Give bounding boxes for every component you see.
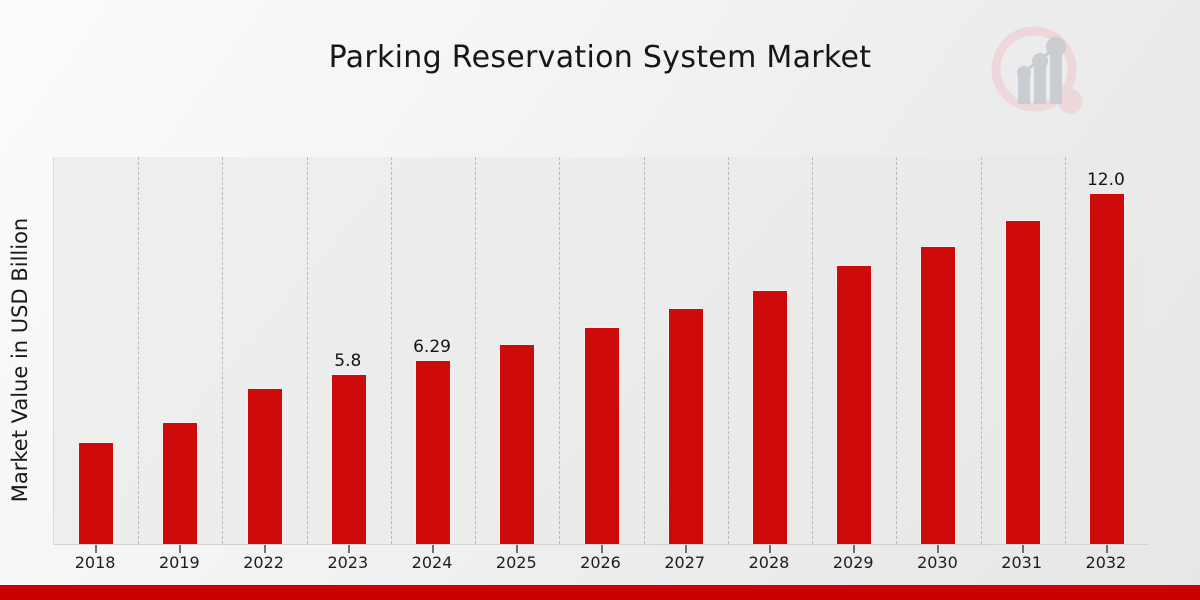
bar-2032 [1088, 192, 1125, 544]
gridline [643, 157, 645, 544]
gridline [390, 157, 392, 544]
x-axis-label-2030: 2030 [917, 553, 958, 572]
bar-2024 [415, 359, 452, 544]
bar-2031 [1004, 220, 1041, 544]
x-tick-mark-2027 [684, 545, 687, 553]
page-title: Parking Reservation System Market [328, 40, 872, 75]
x-tick-mark-2032 [1105, 545, 1108, 553]
gridline [812, 157, 814, 544]
x-tick-mark-2025 [516, 545, 519, 553]
bar-2029 [836, 264, 873, 544]
bar-2023 [330, 374, 367, 544]
gridline [727, 157, 729, 544]
x-axis-label-2019: 2019 [158, 553, 200, 572]
bar-2027 [667, 308, 704, 544]
x-axis-label-2022: 2022 [243, 553, 284, 572]
x-axis-label-2032: 2032 [1085, 553, 1127, 572]
bar-2022 [246, 387, 283, 544]
bar-2025 [499, 344, 536, 544]
gridline [475, 157, 477, 544]
x-tick-mark-2019 [179, 545, 182, 553]
x-axis-label-2018: 2018 [74, 553, 116, 572]
bar-2018 [78, 441, 115, 544]
x-tick-mark-2029 [853, 545, 856, 553]
market-research-magnifier-logo [982, 22, 1090, 122]
x-axis-label-2028: 2028 [748, 553, 790, 572]
x-tick-mark-2022 [263, 545, 266, 553]
x-tick-mark-2026 [600, 545, 603, 553]
x-axis-label-2027: 2027 [664, 553, 706, 572]
bar-2030 [920, 245, 957, 544]
x-tick-mark-2018 [95, 545, 98, 553]
bar-2026 [583, 327, 620, 544]
x-axis-label-2031: 2031 [1001, 553, 1042, 572]
bar-2019 [162, 421, 199, 544]
plot-area [53, 157, 1148, 545]
x-tick-mark-2031 [1021, 545, 1024, 553]
x-axis-label-2023: 2023 [327, 553, 369, 572]
x-axis-label-2024: 2024 [411, 553, 453, 572]
x-tick-mark-2030 [937, 545, 940, 553]
gridline [306, 157, 308, 544]
x-axis-label-2026: 2026 [580, 553, 621, 572]
y-axis-label: Market Value in USD Billion [8, 217, 32, 503]
x-tick-mark-2023 [347, 545, 350, 553]
gridline [1064, 157, 1066, 544]
gridline [980, 157, 982, 544]
gridline [138, 157, 140, 544]
gridline [222, 157, 224, 544]
bottom-accent-bar [0, 585, 1200, 600]
x-tick-mark-2028 [768, 545, 771, 553]
bar-value-label-2023: 5.8 [334, 351, 362, 372]
gridline [896, 157, 898, 544]
x-axis-label-2029: 2029 [832, 553, 874, 572]
x-tick-mark-2024 [432, 545, 435, 553]
gridline [559, 157, 561, 544]
bar-value-label-2032: 12.0 [1086, 169, 1125, 190]
x-axis-label-2025: 2025 [495, 553, 537, 572]
bar-2028 [751, 290, 788, 544]
bar-value-label-2024: 6.29 [413, 336, 451, 357]
